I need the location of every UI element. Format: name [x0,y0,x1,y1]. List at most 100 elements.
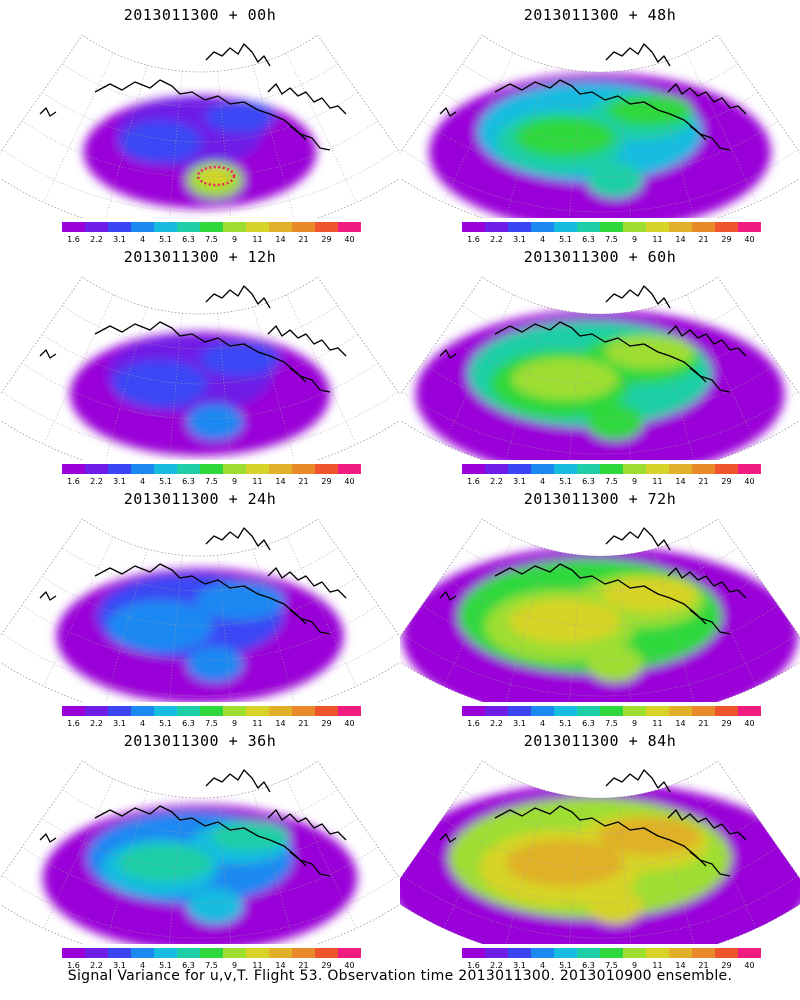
colorbar-swatch [292,464,315,474]
colorbar-swatch [531,706,554,716]
colorbar-swatch [600,222,623,232]
coastlines [439,527,747,635]
colorbar-label: 11 [252,477,263,486]
colorbar-swatch [600,948,623,958]
colorbar [62,464,361,474]
panel-title: 2013011300 + 12h [123,248,277,266]
colorbar-swatch [508,222,531,232]
colorbar-label: 21 [298,235,309,244]
colorbar-label: 21 [698,719,709,728]
variance-field [42,804,358,944]
graticule [1,778,399,944]
colorbar-label: 6.3 [582,719,595,728]
colorbar-label: 21 [298,719,309,728]
colorbar-swatch [154,706,177,716]
colorbar-label: 40 [744,961,755,970]
colorbar-label: 1.6 [467,477,480,486]
colorbar-label: 40 [744,235,755,244]
colorbar-swatch [577,222,600,232]
colorbar-label: 11 [652,477,663,486]
colorbar-label: 14 [275,477,286,486]
colorbar-swatch [462,948,485,958]
panel-12h: 2013011300 + 12h 1.6 2.2 3.1 4 5.1 6.3 7.5 9 11 14… [0,242,400,486]
colorbar-label: 14 [675,477,686,486]
colorbar-swatch [269,222,292,232]
colorbar-swatch [177,222,200,232]
colorbar-swatch [338,464,361,474]
colorbar-labels: 1.6 2.2 3.1 4 5.1 6.3 7.5 9 11 14 21 29 40 [62,235,361,245]
colorbar-label: 9 [231,477,238,486]
variance-map [400,518,800,702]
colorbar-swatch [131,948,154,958]
variance-map [400,276,800,460]
colorbar-swatch [715,706,738,716]
variance-map [0,34,400,218]
colorbar-label: 3.1 [513,961,526,970]
colorbar-label: 3.1 [513,235,526,244]
colorbar-label: 5.1 [559,477,572,486]
colorbar-label: 2.2 [490,961,503,970]
panel-title: 2013011300 + 00h [123,6,277,24]
colorbar-label: 4 [539,961,546,970]
colorbar [62,948,361,958]
colorbar-label: 6.3 [582,961,595,970]
colorbar-label: 3.1 [513,477,526,486]
variance-map [0,276,400,460]
colorbar-swatch [177,706,200,716]
colorbar-swatch [154,948,177,958]
variance-map [400,34,800,218]
colorbar-swatch [692,706,715,716]
colorbar [62,222,361,232]
colorbar-swatch [177,948,200,958]
colorbar-label: 2.2 [490,719,503,728]
colorbar-swatch [554,464,577,474]
colorbar-label: 7.5 [605,235,618,244]
colorbar-label: 29 [721,961,732,970]
colorbar-labels: 1.6 2.2 3.1 4 5.1 6.3 7.5 9 11 14 21 29 40 [462,719,761,729]
colorbar-label: 5.1 [559,235,572,244]
panel-title: 2013011300 + 72h [523,490,677,508]
colorbar-swatch [200,222,223,232]
graticule [1,52,399,218]
colorbar-label: 40 [744,477,755,486]
colorbar-label: 1.6 [67,477,80,486]
colorbar-swatch [292,222,315,232]
colorbar-swatch [600,464,623,474]
graticule [401,778,799,944]
colorbar-swatch [200,706,223,716]
variance-map [0,518,400,702]
colorbar-labels: 1.6 2.2 3.1 4 5.1 6.3 7.5 9 11 14 21 29 40 [462,961,761,971]
colorbar [462,706,761,716]
coastlines [39,527,347,635]
colorbar-swatch [462,464,485,474]
colorbar-swatch [646,222,669,232]
colorbar-swatch [600,706,623,716]
panel-title: 2013011300 + 84h [523,732,677,750]
colorbar-swatch [315,464,338,474]
colorbar-swatch [623,706,646,716]
colorbar-swatch [315,222,338,232]
colorbar-label: 14 [675,235,686,244]
colorbar-swatch [692,948,715,958]
graticule [401,536,799,702]
colorbar-swatch [531,222,554,232]
colorbar-swatch [485,464,508,474]
colorbar-swatch [623,222,646,232]
colorbar-label: 6.3 [582,477,595,486]
coastlines [439,43,747,151]
colorbar-label: 6.3 [182,719,195,728]
colorbar-label: 14 [275,719,286,728]
colorbar-label: 1.6 [467,235,480,244]
colorbar-swatch [669,706,692,716]
colorbar-label: 5.1 [559,961,572,970]
colorbar-label: 7.5 [605,961,618,970]
colorbar-swatch [108,464,131,474]
colorbar-swatch [669,948,692,958]
colorbar-swatch [131,222,154,232]
colorbar-label: 6.3 [182,961,195,970]
colorbar-label: 6.3 [182,477,195,486]
colorbar-label: 29 [321,719,332,728]
colorbar-swatch [62,948,85,958]
colorbar-swatch [738,948,761,958]
colorbar-label: 6.3 [582,235,595,244]
